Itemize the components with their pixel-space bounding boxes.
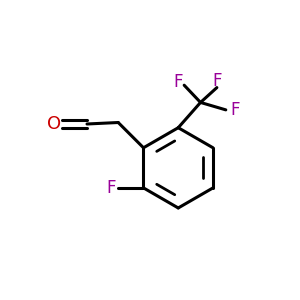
Text: F: F xyxy=(230,101,239,119)
Text: F: F xyxy=(173,73,182,91)
Text: F: F xyxy=(212,72,222,90)
Text: O: O xyxy=(47,115,61,133)
Text: F: F xyxy=(106,179,116,197)
